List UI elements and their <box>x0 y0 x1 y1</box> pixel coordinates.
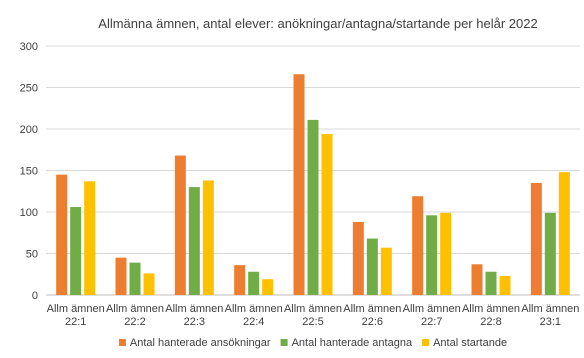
bars <box>56 74 570 296</box>
bar <box>380 247 392 295</box>
bar <box>366 238 378 295</box>
bar <box>56 174 68 295</box>
x-tick-label: 22:6 <box>362 316 383 328</box>
bar <box>202 180 214 295</box>
chart-title: Allmänna ämnen, antal elever: anökningar… <box>98 16 537 31</box>
y-tick-label: 250 <box>20 83 38 95</box>
legend-swatch <box>422 339 430 346</box>
legend-label: Antal hanterade antagna <box>292 337 413 349</box>
x-tick-label: 22:8 <box>480 316 501 328</box>
bar <box>321 133 333 295</box>
y-tick-label: 50 <box>26 249 38 261</box>
bar <box>544 212 556 295</box>
x-tick-label: Allm ämnen <box>47 303 105 315</box>
y-tick-label: 300 <box>20 41 38 53</box>
bar <box>352 221 364 295</box>
bar <box>307 119 319 296</box>
bar <box>248 271 260 295</box>
y-tick-label: 150 <box>20 166 38 178</box>
y-tick-label: 200 <box>20 124 38 136</box>
bar <box>499 275 511 295</box>
legend-swatch <box>118 339 126 346</box>
bar <box>293 74 305 295</box>
bar <box>558 172 570 295</box>
bar <box>440 212 452 295</box>
bar <box>262 279 274 295</box>
x-tick-label: 22:1 <box>65 316 86 328</box>
legend-item: Antal hanterade ansökningar <box>118 337 271 349</box>
x-tick-label: 22:3 <box>184 316 205 328</box>
legend: Antal hanterade ansökningar Antal hantera… <box>118 337 507 349</box>
bar <box>412 196 424 295</box>
x-tick-label: Allm ämnen <box>284 303 342 315</box>
y-tick-label: 0 <box>32 290 38 302</box>
bar <box>471 264 483 295</box>
x-tick-label: 22:7 <box>421 316 442 328</box>
bar <box>188 187 200 295</box>
legend-label: Antal startande <box>433 337 507 349</box>
x-tick-label: Allm ämnen <box>521 303 579 315</box>
x-tick-label: Allm ämnen <box>403 303 461 315</box>
bar <box>530 182 542 295</box>
x-tick-label: 22:2 <box>124 316 145 328</box>
bar <box>174 155 186 295</box>
bar <box>485 271 497 295</box>
legend-swatch <box>280 339 288 346</box>
x-tick-label: Allm ämnen <box>343 303 401 315</box>
x-tick-label: Allm ämnen <box>106 303 164 315</box>
x-tick-label: 22:5 <box>302 316 323 328</box>
bar <box>426 215 438 295</box>
x-tick-label: 23:1 <box>540 316 561 328</box>
x-tick-label: Allm ämnen <box>462 303 520 315</box>
bar <box>70 207 82 295</box>
y-axis-ticks: 0 50 100 150 200 250 300 <box>20 41 38 302</box>
y-tick-label: 100 <box>20 207 38 219</box>
bar <box>143 273 155 295</box>
bar <box>234 265 246 295</box>
legend-item: Antal hanterade antagna <box>280 337 413 349</box>
x-tick-label: 22:4 <box>243 316 264 328</box>
x-tick-label: Allm ämnen <box>165 303 223 315</box>
x-tick-label: Allm ämnen <box>225 303 283 315</box>
bar <box>129 262 141 295</box>
legend-label: Antal hanterade ansökningar <box>130 337 271 349</box>
bar <box>115 257 127 295</box>
legend-item: Antal startande <box>422 337 507 349</box>
bar <box>84 181 96 295</box>
